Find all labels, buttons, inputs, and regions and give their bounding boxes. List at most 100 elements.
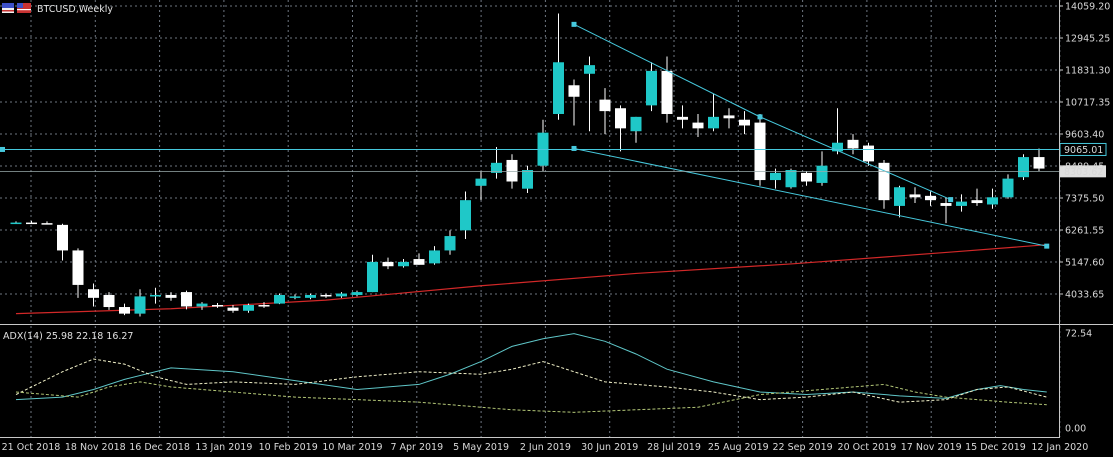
candle xyxy=(398,259,409,268)
candle xyxy=(723,108,735,129)
candle xyxy=(10,221,22,225)
candle xyxy=(26,220,37,225)
price-tick-label: 8489.45 xyxy=(1065,162,1104,173)
moving-average-line xyxy=(15,244,1047,315)
time-tick-label: 22 Sep 2019 xyxy=(772,442,832,453)
candle-body xyxy=(801,172,812,182)
candle-body xyxy=(816,165,828,183)
candle-body xyxy=(305,294,316,298)
window-flag-icon xyxy=(17,3,31,13)
candle-body xyxy=(212,305,223,307)
candle-body xyxy=(274,294,285,304)
adx-tick-label: 0.00 xyxy=(1065,424,1086,435)
time-tick-label: 5 May 2019 xyxy=(453,442,509,453)
candle xyxy=(444,230,456,255)
candle-body xyxy=(243,305,254,311)
candle xyxy=(475,171,487,201)
candle xyxy=(677,105,688,129)
candle-body xyxy=(227,307,239,311)
adx-series-minus-di xyxy=(15,381,1047,413)
horizontal-level-handle xyxy=(0,146,5,152)
candle xyxy=(413,253,425,265)
candle xyxy=(103,292,115,310)
candle xyxy=(289,294,301,300)
candle xyxy=(708,93,719,132)
candle-body xyxy=(692,122,704,129)
candle-body xyxy=(584,65,595,74)
candle-body xyxy=(770,172,781,181)
price-tick-label: 11831.30 xyxy=(1065,66,1110,77)
candle-body xyxy=(739,119,750,126)
candle-body xyxy=(150,294,161,297)
lower-trendline xyxy=(573,147,1047,247)
candle xyxy=(646,62,657,112)
candle-body xyxy=(863,145,874,162)
candle xyxy=(863,142,874,166)
trendlines[interactable]: 9065.01 8303.62 xyxy=(0,21,1107,249)
candle-body xyxy=(723,115,735,119)
candle xyxy=(553,13,564,120)
candle xyxy=(630,116,642,143)
candle-body xyxy=(320,294,332,297)
candle xyxy=(367,254,378,293)
candle xyxy=(165,292,177,301)
candle-body xyxy=(878,162,890,201)
candle xyxy=(894,185,905,218)
candle-body xyxy=(181,292,192,307)
candle-body xyxy=(971,200,983,204)
candle xyxy=(925,191,936,206)
candle xyxy=(181,290,192,310)
candle-body xyxy=(847,139,859,149)
candle xyxy=(150,287,161,304)
time-tick-label: 15 Dec 2019 xyxy=(965,442,1026,453)
candle-body xyxy=(491,162,502,173)
candle-body xyxy=(832,142,843,152)
candle-body xyxy=(413,259,425,265)
candle xyxy=(785,168,797,189)
candle-body xyxy=(646,70,657,106)
price-tick-label: 12945.25 xyxy=(1065,34,1110,45)
candle xyxy=(57,223,68,261)
candle xyxy=(847,134,859,155)
candle-body xyxy=(41,223,53,225)
candle-body xyxy=(909,194,921,198)
time-tick-label: 20 Oct 2019 xyxy=(838,442,897,453)
time-tick-label: 21 Oct 2018 xyxy=(2,442,61,453)
candle xyxy=(801,171,812,186)
candle-body xyxy=(398,261,409,267)
candle-body xyxy=(522,170,533,189)
time-tick-label: 7 Apr 2019 xyxy=(390,442,443,453)
candle-body xyxy=(429,250,440,264)
price-tick-label: 4033.65 xyxy=(1065,290,1104,301)
candle xyxy=(429,246,440,265)
candle-body xyxy=(661,70,673,114)
time-tick-label: 2 Jun 2019 xyxy=(520,442,571,453)
candle xyxy=(134,289,146,317)
candle xyxy=(987,188,998,209)
candle xyxy=(568,79,580,126)
candle-body xyxy=(367,261,378,293)
candle xyxy=(382,257,394,270)
candle-body xyxy=(785,170,797,188)
candle xyxy=(661,56,673,123)
candle-body xyxy=(630,116,642,132)
candle xyxy=(940,197,952,224)
axes xyxy=(0,0,1113,438)
candle-body xyxy=(956,201,967,206)
price-tick-label: 6261.55 xyxy=(1065,226,1104,237)
candle-body xyxy=(754,122,766,181)
candle xyxy=(274,293,285,305)
candle xyxy=(770,168,781,189)
candle xyxy=(305,293,316,300)
time-tick-label: 30 Jun 2019 xyxy=(581,442,638,453)
price-tick-label: 9603.40 xyxy=(1065,130,1104,141)
candle xyxy=(119,303,130,316)
candle xyxy=(243,303,254,313)
candle-body xyxy=(599,99,611,112)
candle xyxy=(320,293,332,298)
trendline-handle xyxy=(571,145,577,151)
candle xyxy=(692,113,704,137)
candle xyxy=(739,111,750,135)
time-tick-label: 28 Jul 2019 xyxy=(647,442,701,453)
